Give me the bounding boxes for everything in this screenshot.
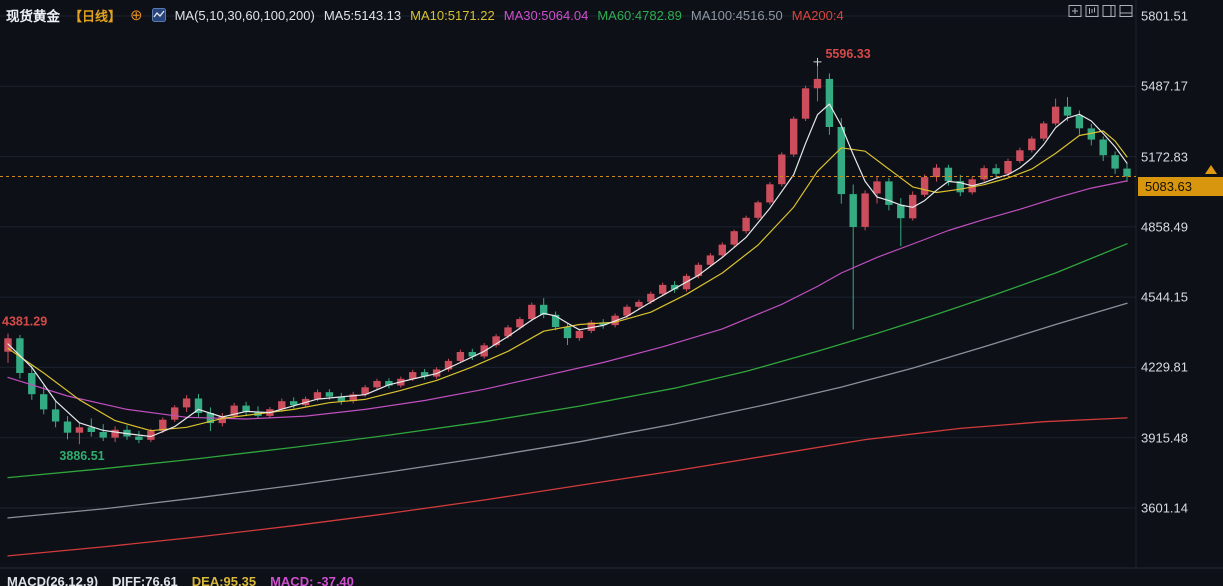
ma60-value: MA60:4782.89	[597, 7, 682, 23]
ma100-value: MA100:4516.50	[690, 7, 783, 23]
macd-legend: MACD(26,12,9) DIFF:76.61 DEA:95.35 MACD:…	[7, 574, 354, 586]
period-label[interactable]: 【日线】	[69, 8, 122, 24]
axis-price-label: 4544.15	[1141, 289, 1188, 305]
pattern-icon[interactable]	[151, 8, 166, 22]
macd-params-label[interactable]: MACD(26,12,9)	[7, 574, 99, 586]
high-annotation: 5596.33	[825, 47, 870, 61]
axis-price-label: 3601.14	[1141, 500, 1188, 516]
current-price-tag: 5083.63	[1138, 177, 1223, 197]
annotations: 5596.33 4381.29 3886.51	[2, 47, 871, 463]
macd-dea-value: DEA:95.35	[191, 574, 257, 586]
macd-diff-value: DIFF:76.61	[112, 574, 178, 586]
add-panel-icon[interactable]	[1068, 4, 1082, 18]
ma10-value: MA10:5171.22	[410, 7, 495, 23]
layout-toolbar	[1068, 4, 1133, 18]
ma30-value: MA30:5064.04	[503, 7, 589, 23]
axis-price-label: 5801.51	[1141, 8, 1188, 24]
grid-lines	[0, 0, 1223, 569]
axis-price-label: 3915.48	[1141, 430, 1188, 446]
axis-price-label: 5172.83	[1141, 149, 1188, 165]
ma-settings-label[interactable]: MA(5,10,30,60,100,200)	[174, 7, 315, 23]
ma5-value: MA5:5143.13	[323, 7, 402, 23]
split-bottom-icon[interactable]	[1119, 4, 1133, 18]
ma-line-ma10	[7, 130, 1128, 432]
macd-value: MACD: -37.40	[270, 574, 354, 586]
ma200-value: MA200:4	[791, 7, 844, 23]
circle-plus-icon[interactable]: ⊕	[130, 6, 143, 24]
ma-line-ma200	[7, 417, 1128, 557]
split-right-icon[interactable]	[1102, 4, 1116, 18]
left-high-annotation: 4381.29	[2, 315, 47, 329]
axis-price-label: 5487.17	[1141, 78, 1188, 94]
axis-price-label: 4858.49	[1141, 219, 1188, 235]
low-annotation: 3886.51	[59, 449, 104, 463]
ma-line-ma100	[7, 302, 1128, 519]
symbol-name: 现货黄金	[6, 9, 60, 24]
kline-panel-icon[interactable]	[1085, 4, 1099, 18]
latest-price-arrow-icon[interactable]	[1205, 164, 1217, 174]
axis-price-label: 4229.81	[1141, 359, 1188, 375]
ma-line-ma60	[7, 243, 1128, 479]
chart-header: 现货黄金 【日线】 ⊕ MA(5,10,30,60,100,200) MA5:5…	[6, 5, 844, 25]
candles	[4, 61, 1131, 445]
ma-line-ma30	[7, 180, 1128, 420]
ma-line-ma5	[7, 103, 1128, 438]
